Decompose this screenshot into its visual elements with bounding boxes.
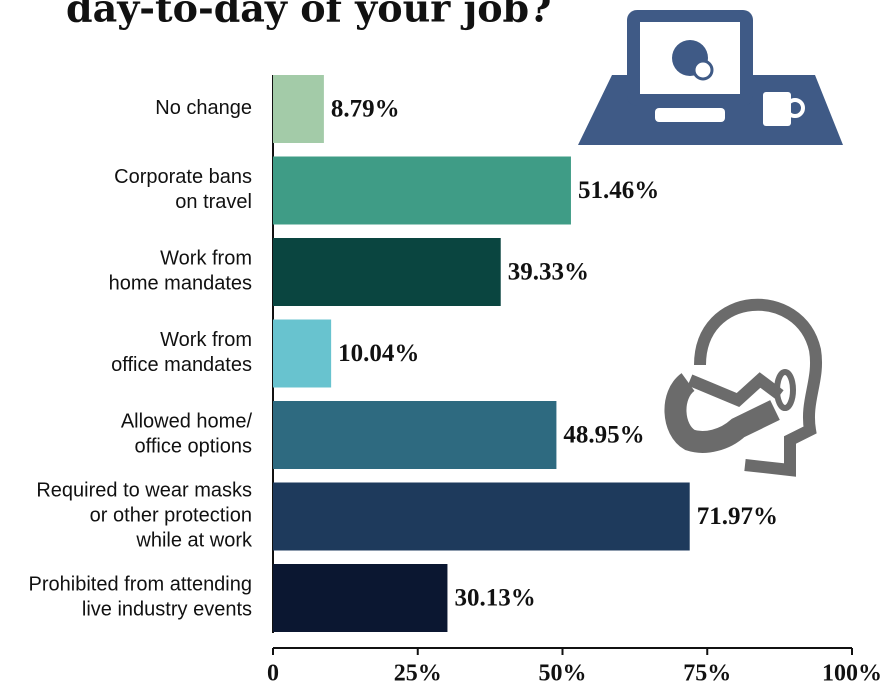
category-line: while at work bbox=[135, 530, 253, 552]
category-label: No change bbox=[155, 97, 252, 119]
category-line: Work from bbox=[160, 248, 252, 270]
value-label: 8.79% bbox=[331, 96, 400, 123]
value-label: 10.04% bbox=[338, 340, 419, 367]
x-tick-label: 50% bbox=[539, 661, 587, 687]
bar bbox=[273, 75, 324, 143]
value-label: 48.95% bbox=[563, 422, 644, 449]
category-label: Prohibited from attending live industry e… bbox=[29, 574, 252, 621]
bar bbox=[273, 564, 448, 632]
computer-icon bbox=[578, 10, 843, 145]
category-line: home mandates bbox=[109, 273, 252, 295]
category-line: Work from bbox=[160, 329, 252, 351]
category-line: on travel bbox=[175, 191, 252, 213]
value-label: 71.97% bbox=[697, 503, 778, 530]
bar bbox=[273, 238, 501, 306]
x-tick-label: 100% bbox=[822, 661, 881, 687]
x-tick-label: 75% bbox=[683, 661, 731, 687]
category-label: Allowed home/office options bbox=[121, 411, 253, 458]
bar bbox=[273, 401, 557, 469]
category-line: Corporate bans bbox=[114, 166, 252, 188]
category-line: Prohibited from attending bbox=[29, 574, 252, 596]
category-line: office mandates bbox=[111, 354, 252, 376]
value-label: 39.33% bbox=[508, 259, 589, 286]
category-line: office options bbox=[135, 436, 253, 458]
bar bbox=[273, 319, 332, 388]
bar bbox=[273, 156, 571, 225]
category-line: or other protection bbox=[90, 505, 252, 527]
category-line: Required to wear masks bbox=[36, 480, 252, 502]
bar bbox=[273, 482, 690, 551]
x-tick-label: 25% bbox=[394, 661, 442, 687]
category-label: Required to wear masks or other protectio… bbox=[36, 480, 253, 552]
category-line: live industry events bbox=[82, 599, 252, 621]
category-label: Corporate bans on travel bbox=[114, 166, 252, 213]
value-label: 30.13% bbox=[454, 585, 535, 612]
mask-icon bbox=[664, 298, 822, 477]
x-tick-label: 0 bbox=[267, 661, 279, 687]
category-line: Allowed home/ bbox=[121, 411, 253, 433]
category-line: No change bbox=[155, 97, 252, 119]
category-label: Work from office mandates bbox=[111, 329, 252, 376]
category-label: Work from home mandates bbox=[109, 248, 252, 295]
value-label: 51.46% bbox=[578, 177, 659, 204]
chart-title: day-to-day of your job? bbox=[66, 0, 551, 31]
